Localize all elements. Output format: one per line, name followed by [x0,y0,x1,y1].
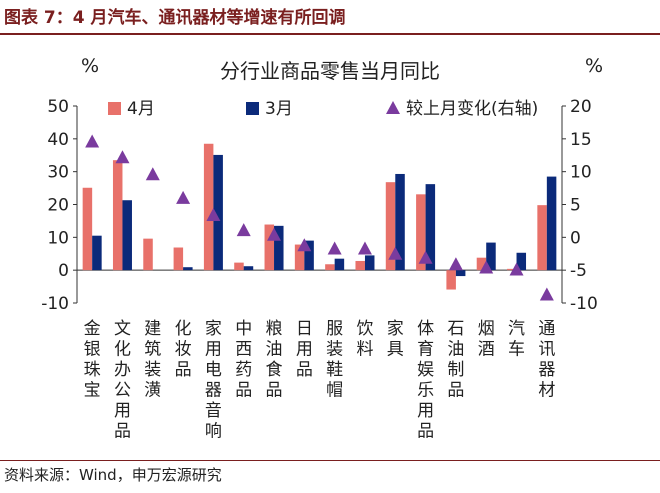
bar-mar [425,184,436,271]
bar-apr [143,238,153,271]
category-label: 日用品 [296,319,313,380]
left-tick-label: 10 [47,228,69,248]
title-divider [0,33,660,35]
bar-apr [112,160,123,271]
delta-triangle [176,190,191,204]
delta-triangle [297,238,312,252]
delta-triangle [206,208,221,222]
delta-triangle [418,250,433,264]
category-label: 家用电器音响 [205,319,222,442]
bar-apr [173,247,184,271]
right-tick-label: 15 [570,130,592,150]
retail-sales-chart: 分行业商品零售当月同比% % -10 0 10 20 30 40 50 -10 -5 0 5 10 15 20… [41,55,603,442]
delta-triangle [509,262,524,276]
bar-mar [364,255,375,271]
category-label: 石油制品 [447,319,464,401]
right-tick-label: 10 [570,163,592,183]
left-tick-label: 40 [47,130,69,150]
category-label: 烟酒 [478,319,495,360]
bar-mar [395,173,405,271]
bar-mar [274,225,284,271]
legend-swatch-mar [246,102,259,115]
category-label: 通讯器材 [538,319,555,401]
delta-triangle [145,167,160,181]
delta-triangle [479,260,494,274]
bar-apr [537,205,547,271]
left-tick-label: -10 [41,294,69,314]
bar-apr [355,260,365,271]
legend-swatch-apr [108,102,121,115]
chart-title: 分行业商品零售当月同比 [220,59,440,83]
bar-apr [82,187,93,271]
left-tick-label: 50 [47,97,69,117]
right-tick-label: 0 [570,228,581,248]
delta-triangle [388,246,403,260]
right-tick-label: -10 [570,294,598,314]
bar-mar [516,252,527,271]
category-label: 体育娱乐用品 [417,319,434,442]
right-tick-label: -5 [570,261,587,281]
legend-triangle-delta [386,101,400,114]
source-note: 资料来源：Wind，申万宏源研究 [4,466,222,484]
category-label: 服装鞋帽 [326,319,343,401]
figure-title: 图表 7：4 月汽车、通讯器材等增速有所回调 [4,8,346,28]
category-label: 饮料 [356,319,373,360]
category-label: 汽车 [508,319,525,360]
delta-triangle [357,241,372,255]
category-label: 金银珠宝 [84,319,101,401]
delta-triangle [327,241,342,255]
bar-apr [234,262,244,271]
bar-apr [476,257,487,271]
right-axis-unit: % [585,55,603,77]
bar-mar [334,258,345,271]
bar-apr [416,194,426,271]
left-axis-unit: % [81,55,99,77]
bar-mar [122,200,132,271]
bar-apr [385,182,396,271]
bar-mar [183,267,193,271]
delta-triangle [115,150,130,164]
delta-triangle [267,227,282,241]
delta-triangle [236,223,251,237]
bar-apr [203,143,214,271]
left-tick-label: 20 [47,196,69,216]
bar-mar [243,266,254,271]
legend-label-mar: 3月 [265,99,293,119]
category-label: 粮油食品 [266,319,283,401]
delta-triangle [448,257,463,271]
bar-mar [486,242,496,271]
source-divider [0,460,660,461]
right-tick-label: 20 [570,97,592,117]
bar-apr [264,224,275,271]
category-label: 家具 [387,319,404,360]
category-label: 中西药品 [235,319,252,401]
bar-apr [446,270,456,290]
bar-mar [546,176,557,271]
legend-label-delta: 较上月变化(右轴) [406,99,538,119]
left-tick-label: 30 [47,163,69,183]
bar-mar [213,154,223,271]
bar-mar [92,235,102,271]
bar-mar [304,240,314,271]
right-tick-label: 5 [570,196,581,216]
left-tick-label: 0 [58,261,69,281]
bar-apr [294,244,305,271]
bar-mar [455,270,466,277]
bar-apr [325,264,335,271]
bar-apr [507,268,517,271]
category-label: 文化办公用品 [114,319,131,442]
delta-triangle [539,287,554,301]
category-label: 化妆品 [175,319,192,380]
legend-label-apr: 4月 [127,99,155,119]
delta-triangle [85,134,100,148]
category-label: 建筑装潢 [144,319,161,401]
